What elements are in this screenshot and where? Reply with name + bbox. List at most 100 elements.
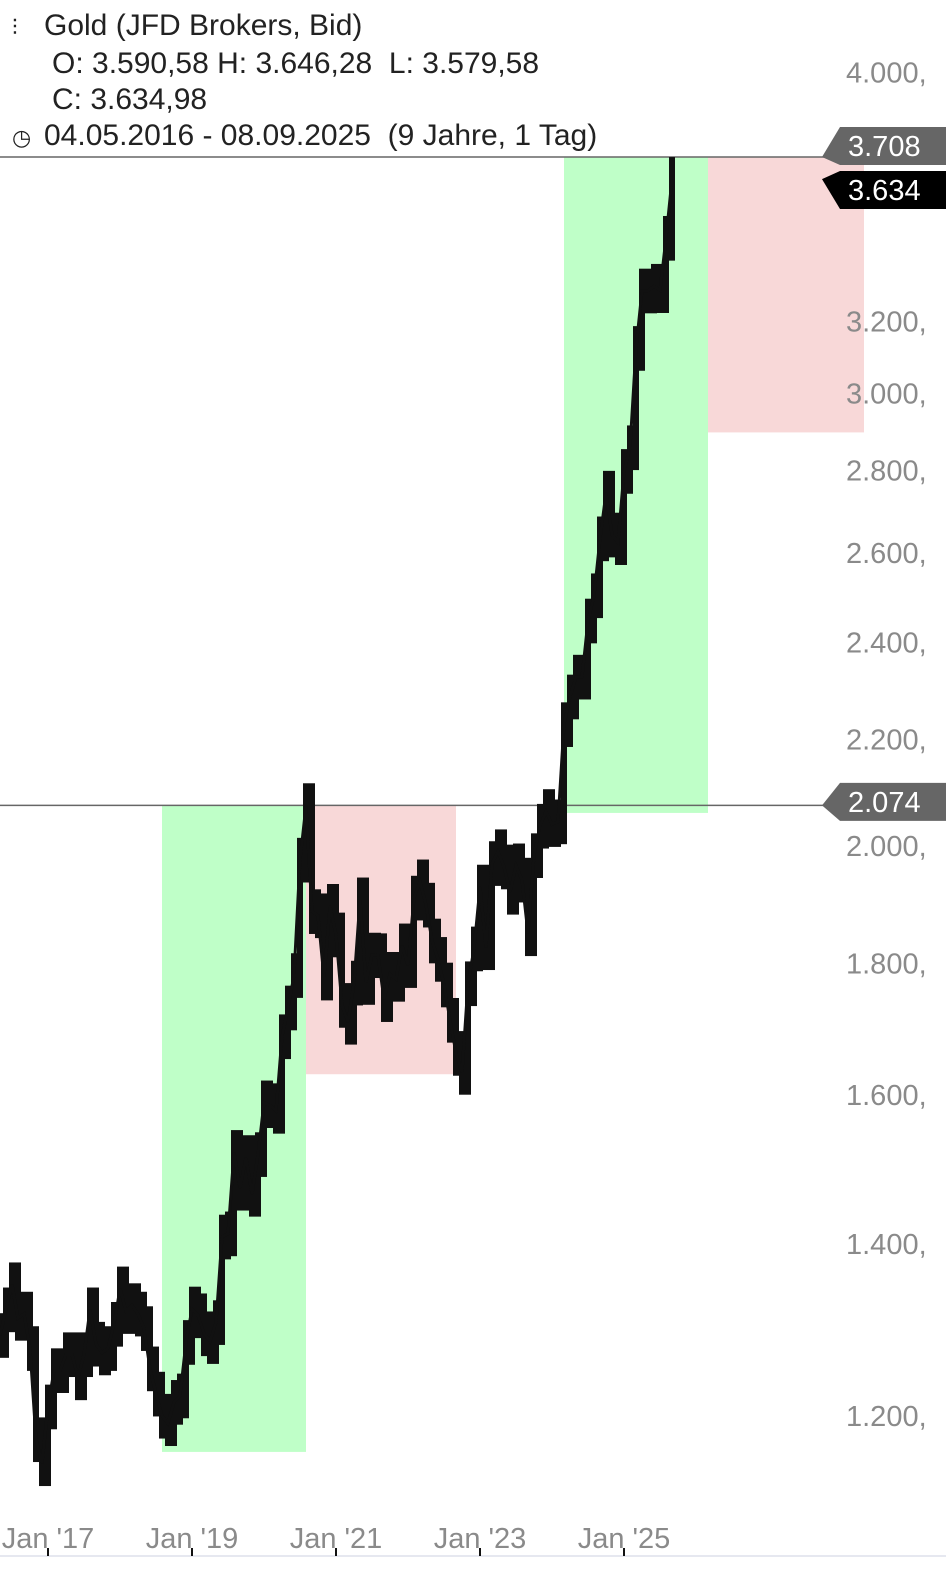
price-tag: 2.074 [848, 787, 921, 819]
y-tick-label: 1.600, [846, 1080, 927, 1112]
candle [291, 953, 297, 1031]
candle [309, 783, 315, 934]
y-tick-label: 1.800, [846, 949, 927, 981]
candle [669, 157, 675, 261]
candle [285, 985, 291, 1060]
candle [381, 933, 387, 1022]
candle [315, 889, 321, 939]
last-price-tag-background [822, 171, 946, 210]
y-tick-label: 1.400, [846, 1229, 927, 1261]
candle [663, 215, 669, 313]
candle [45, 1384, 51, 1487]
candle [621, 449, 627, 565]
candle [123, 1266, 129, 1334]
date-range: 04.05.2016 - 08.09.2025 (9 Jahre, 1 Tag) [44, 119, 598, 152]
candle [327, 884, 333, 1001]
candle [357, 877, 363, 1006]
y-tick-label: 3.200, [846, 306, 927, 338]
candle [51, 1348, 57, 1430]
candle [399, 923, 405, 1002]
candle [447, 962, 453, 1043]
x-tick-label: Jan '25 [578, 1523, 671, 1555]
symbol-title: Gold (JFD Brokers, Bid) [44, 9, 363, 42]
candle [99, 1321, 105, 1376]
candle [9, 1262, 15, 1333]
candle [531, 833, 537, 957]
candle [417, 859, 423, 921]
candle [219, 1214, 225, 1345]
candle [111, 1302, 117, 1371]
zones [162, 156, 864, 1452]
candle [351, 960, 357, 1045]
candle [105, 1326, 111, 1376]
x-tick-label: Jan '17 [2, 1523, 95, 1555]
candle [465, 961, 471, 1095]
candle [135, 1283, 141, 1337]
candle [471, 926, 477, 1007]
candle [171, 1380, 177, 1447]
candle [585, 598, 591, 700]
candle [435, 918, 441, 982]
candle [237, 1130, 243, 1211]
candle [633, 326, 639, 471]
chart-legend: ⫶ Gold (JFD Brokers, Bid) O: 3.590,58 H: … [12, 8, 597, 156]
candle [279, 1014, 285, 1134]
candle [33, 1326, 39, 1463]
candle [195, 1286, 201, 1339]
candle [15, 1262, 21, 1341]
price-tag-background [822, 127, 946, 166]
candle [573, 654, 579, 720]
candle [159, 1371, 165, 1439]
price-line-series [0, 178, 674, 1464]
candle [441, 937, 447, 1008]
candle [339, 912, 345, 1028]
price-tags: 3.708 3.634 2.074 [822, 127, 946, 821]
candle [183, 1320, 189, 1419]
y-tick-label: 2.000, [846, 831, 927, 863]
candle [243, 1135, 249, 1211]
long-position-zone [564, 156, 708, 813]
candle [525, 857, 531, 957]
candle [297, 837, 303, 998]
candle [231, 1130, 237, 1257]
candle [387, 951, 393, 1022]
y-axis: 1.200, 1.400, 1.600, 1.800, 2.000, 2.200, 2.40… [846, 57, 927, 1433]
candle [147, 1306, 153, 1392]
candle [213, 1300, 219, 1364]
candle [129, 1283, 135, 1334]
candle [369, 932, 375, 1005]
candle [639, 268, 645, 371]
candle [627, 425, 633, 494]
y-tick-label: 2.800, [846, 455, 927, 487]
candle [561, 702, 567, 845]
y-tick-label: 2.600, [846, 538, 927, 570]
y-tick-label: 2.400, [846, 627, 927, 659]
candle [537, 803, 543, 878]
clock-icon: ◷ [12, 125, 32, 150]
candle [519, 843, 525, 903]
y-tick-label: 3.000, [846, 378, 927, 410]
candle [225, 1211, 231, 1260]
candle [87, 1287, 93, 1378]
candle [609, 470, 615, 558]
candle [321, 893, 327, 1001]
price-series [0, 157, 675, 1487]
candle [495, 829, 501, 886]
x-tick-label: Jan '21 [290, 1523, 383, 1555]
candle [543, 789, 549, 849]
y-tick-label: 4.000, [846, 57, 927, 89]
candle [153, 1346, 159, 1417]
candle [483, 864, 489, 971]
candle [63, 1332, 69, 1393]
candle [489, 841, 495, 971]
candle [411, 875, 417, 988]
price-tag: 3.708 [848, 131, 921, 163]
candle [75, 1332, 81, 1401]
candlestick-icon: ⫶ [12, 15, 18, 40]
candle [549, 789, 555, 847]
candle [255, 1132, 261, 1217]
candle [93, 1287, 99, 1367]
candle [513, 843, 519, 915]
candle [333, 884, 339, 958]
